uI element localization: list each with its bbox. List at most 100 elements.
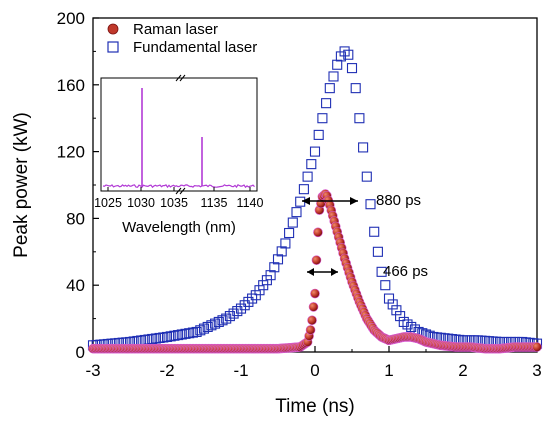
fundamental-point xyxy=(184,328,195,339)
inset-frame xyxy=(100,77,258,192)
fundamental-point xyxy=(309,146,321,157)
legend-raman-label: Raman laser xyxy=(133,21,218,38)
inset-axis-break-bottom xyxy=(175,187,186,195)
x-tick-label: -2 xyxy=(159,361,174,380)
raman-point xyxy=(308,302,319,312)
fundamental-point xyxy=(387,299,398,310)
fundamental-point xyxy=(324,83,335,94)
inset-tick-label: 1135 xyxy=(201,196,228,210)
fundamental-point xyxy=(332,59,343,70)
fundamental-point xyxy=(280,238,291,249)
legend-fundamental-marker xyxy=(107,41,119,53)
x-tick-label: 0 xyxy=(310,361,319,380)
y-tick-label: 200 xyxy=(57,9,85,28)
fundamental-point xyxy=(395,311,406,322)
fundamental-point xyxy=(380,280,391,291)
x-axis-ticks: -3 -2 -1 0 1 2 3 xyxy=(85,346,542,380)
y-tick-label: 120 xyxy=(57,143,85,162)
raman-point xyxy=(307,315,317,326)
fundamental-point xyxy=(165,331,176,342)
fundamental-point xyxy=(372,246,383,257)
fundamental-point xyxy=(291,207,302,218)
fundamental-point xyxy=(328,71,339,82)
fundamental-point xyxy=(187,327,198,338)
legend-raman-marker xyxy=(107,23,119,35)
x-tick-label: 1 xyxy=(384,361,393,380)
fundamental-point xyxy=(287,217,298,228)
x-tick-label: 3 xyxy=(532,361,541,380)
fundamental-point xyxy=(391,305,402,316)
annotation-466ps: 466 ps xyxy=(383,263,428,280)
inset-axis-break-top xyxy=(175,74,186,82)
inset-x-ticks: 1025 1030 1035 1135 1140 xyxy=(94,187,263,210)
fundamental-point xyxy=(383,293,395,304)
fundamental-point xyxy=(213,316,224,327)
y-tick-label: 40 xyxy=(66,276,85,295)
fundamental-point xyxy=(354,113,365,124)
x-tick-label: -1 xyxy=(233,361,248,380)
fundamental-point xyxy=(239,300,250,311)
raman-point xyxy=(532,342,542,352)
fundamental-point xyxy=(235,303,247,314)
raman-point xyxy=(311,255,322,265)
fundamental-point xyxy=(302,171,313,182)
fundamental-point xyxy=(169,330,180,341)
fundamental-point xyxy=(350,83,361,94)
fundamental-point xyxy=(298,184,309,195)
fundamental-point xyxy=(243,296,254,307)
fundamental-point xyxy=(358,142,369,153)
inset-tick-label: 1030 xyxy=(127,196,155,210)
y-axis-label: Peak power (kW) xyxy=(11,112,32,258)
fundamental-point xyxy=(202,321,213,333)
inset-tick-label: 1035 xyxy=(160,196,188,210)
fundamental-point xyxy=(210,318,221,329)
legend-fundamental-label: Fundamental laser xyxy=(133,39,257,56)
fundamental-point xyxy=(173,330,184,341)
fundamental-point xyxy=(376,266,387,277)
fundamental-point xyxy=(198,323,210,334)
fundamental-point xyxy=(339,46,350,57)
x-tick-label: -3 xyxy=(85,361,100,380)
fundamental-point xyxy=(161,331,173,343)
fundamental-point xyxy=(180,328,191,339)
inset-tick-label: 1140 xyxy=(237,196,264,210)
inset-x-axis-label: Wavelength (nm) xyxy=(122,219,236,236)
inset-spectrum-line xyxy=(102,184,255,189)
fundamental-point xyxy=(195,325,206,336)
fundamental-point xyxy=(232,306,243,317)
fundamental-point xyxy=(276,246,287,257)
fundamental-point xyxy=(317,113,328,124)
series-raman xyxy=(88,189,542,354)
y-tick-label: 0 xyxy=(76,343,85,362)
annotation-880ps: 880 ps xyxy=(376,192,421,209)
fundamental-point xyxy=(176,329,187,340)
fundamental-point xyxy=(343,49,354,60)
fundamental-point xyxy=(321,98,332,109)
x-tick-label: 2 xyxy=(458,361,467,380)
inset-tick-label: 1025 xyxy=(94,196,122,210)
y-axis-ticks: 0 40 80 120 160 200 xyxy=(57,9,99,362)
fundamental-point xyxy=(313,129,324,140)
fundamental-point xyxy=(369,226,380,237)
fundamental-point xyxy=(284,227,295,239)
fundamental-point xyxy=(269,262,280,273)
fundamental-point xyxy=(365,199,376,210)
legend: Raman laser Fundamental laser xyxy=(107,21,257,56)
inset-spectrum: 1025 1030 1035 1135 1140 Wavelength (nm) xyxy=(94,74,263,236)
fundamental-point xyxy=(191,326,202,338)
y-tick-label: 80 xyxy=(66,209,85,228)
fundamental-point xyxy=(247,293,258,304)
fwhm-880-arrow xyxy=(302,197,358,205)
raman-point xyxy=(305,325,316,335)
raman-point xyxy=(313,227,323,238)
raman-point xyxy=(310,288,320,299)
fundamental-point xyxy=(361,171,372,182)
fundamental-point xyxy=(346,63,358,74)
fundamental-point xyxy=(306,159,317,170)
fundamental-point xyxy=(272,254,284,265)
x-axis-label: Time (ns) xyxy=(275,396,355,417)
y-tick-label: 160 xyxy=(57,76,85,95)
fundamental-point xyxy=(206,320,217,331)
fundamental-point xyxy=(265,270,276,281)
